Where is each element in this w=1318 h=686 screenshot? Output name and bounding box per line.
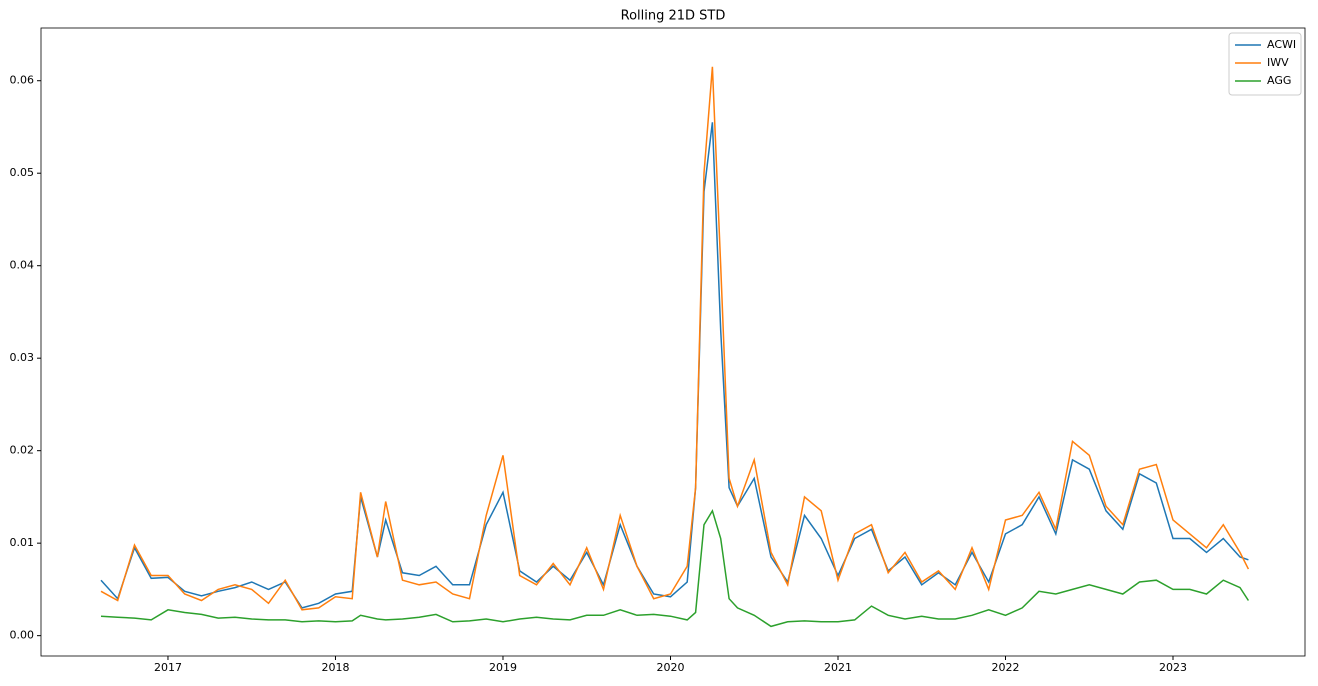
y-tick-label: 0.00 bbox=[10, 629, 35, 642]
x-tick-label: 2020 bbox=[656, 661, 684, 674]
legend-box bbox=[1228, 32, 1302, 96]
x-tick-label: 2021 bbox=[824, 661, 852, 674]
y-tick-label: 0.05 bbox=[10, 166, 35, 179]
series-line bbox=[100, 66, 1250, 611]
y-tick-label: 0.01 bbox=[10, 536, 35, 549]
y-tick-label: 0.03 bbox=[10, 351, 35, 364]
axes-frame bbox=[40, 27, 1306, 657]
y-tick-label: 0.04 bbox=[10, 259, 35, 272]
x-tick-label: 2019 bbox=[489, 661, 517, 674]
legend-label: AGG bbox=[1267, 74, 1291, 87]
legend-label: ACWI bbox=[1267, 38, 1296, 51]
y-tick-label: 0.06 bbox=[10, 74, 35, 87]
x-tick-label: 2017 bbox=[154, 661, 182, 674]
x-tick-label: 2018 bbox=[321, 661, 349, 674]
x-tick-label: 2022 bbox=[991, 661, 1019, 674]
series-line bbox=[100, 508, 1250, 628]
legend-label: IWV bbox=[1267, 56, 1289, 69]
x-tick-label: 2023 bbox=[1159, 661, 1187, 674]
series-line bbox=[100, 122, 1249, 609]
y-tick-label: 0.02 bbox=[10, 444, 35, 457]
chart-title: Rolling 21D STD bbox=[621, 9, 726, 24]
